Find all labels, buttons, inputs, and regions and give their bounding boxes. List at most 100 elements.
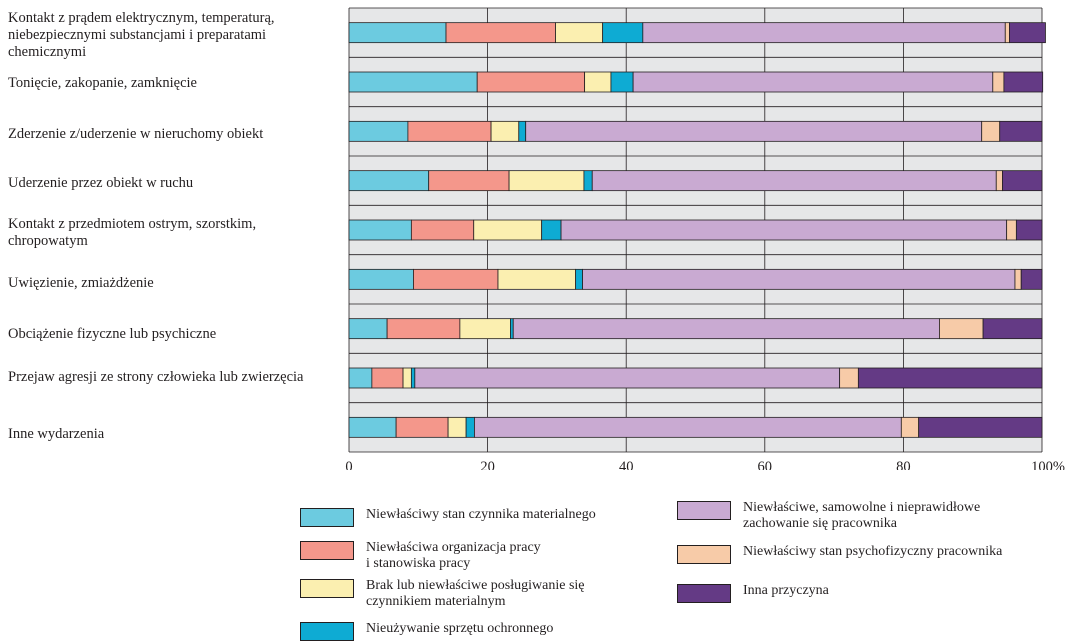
legend-item: Niewłaściwe, samowolne i nieprawidłowe z…: [677, 500, 980, 532]
legend-swatch: [300, 508, 354, 527]
bar-segment: [1006, 219, 1017, 241]
bar-segment: [428, 170, 510, 192]
category-label: Uderzenie przez obiekt w ruchu: [8, 175, 194, 191]
bar-segment: [348, 268, 414, 290]
bar-segment: [1004, 22, 1010, 44]
bar-segment: [395, 416, 449, 438]
bar-segment: [591, 170, 997, 192]
legend-swatch: [677, 501, 731, 520]
bar-segment: [473, 219, 543, 241]
legend-label: Niewłaściwy stan psychofizyczny pracowni…: [743, 544, 1003, 559]
bar-segment: [386, 318, 461, 340]
bar-segment: [512, 318, 940, 340]
legend-swatch: [677, 545, 731, 564]
bar-segment: [490, 120, 520, 142]
x-tick-label: 60: [758, 459, 773, 470]
bar-segment: [348, 318, 388, 340]
bar-segment: [1009, 22, 1046, 44]
bar-segment: [1015, 219, 1043, 241]
bar-segment: [992, 71, 1005, 93]
bar-segment: [575, 268, 583, 290]
bars: [348, 22, 1046, 438]
category-label: Inne wydarzenia: [8, 426, 105, 442]
legend-swatch: [300, 622, 354, 641]
x-tick-label: 100%: [1031, 459, 1065, 470]
legend-item: Brak lub niewłaściwe posługiwanie się cz…: [300, 578, 585, 610]
bar-segment: [465, 416, 475, 438]
bar-segment: [459, 318, 511, 340]
bar-segment: [497, 268, 577, 290]
bar-segment: [602, 22, 644, 44]
x-axis-ticks: 0 20 40 60 80 100%: [345, 459, 1065, 470]
legend-label: Nieużywanie sprzętu ochronnego: [366, 621, 554, 636]
bar-segment: [410, 367, 416, 389]
x-tick-label: 80: [896, 459, 911, 470]
bar-segment: [583, 170, 593, 192]
legend-item: Nieużywanie sprzętu ochronnego: [300, 621, 553, 641]
bar-segment: [610, 71, 634, 93]
legend-label: Niewłaściwa organizacja pracy i stanowis…: [366, 540, 541, 571]
category-label: Uwięzienie, zmiażdżenie: [8, 275, 154, 291]
bar-segment: [582, 268, 1016, 290]
bar-segment: [402, 367, 412, 389]
bar-segment: [407, 120, 492, 142]
bar-segment: [857, 367, 1043, 389]
bar-segment: [900, 416, 920, 438]
bar-segment: [981, 120, 1001, 142]
bar-segment: [348, 22, 447, 44]
x-tick-label: 40: [619, 459, 634, 470]
bar-segment: [348, 120, 409, 142]
category-label: Obciążenie fizyczne lub psychiczne: [8, 326, 217, 342]
legend-label: Niewłaściwe, samowolne i nieprawidłowe z…: [743, 500, 981, 531]
bar-segment: [348, 416, 397, 438]
legend-item: Niewłaściwy stan psychofizyczny pracowni…: [677, 544, 1002, 564]
bar-segment: [999, 120, 1043, 142]
bar-segment: [982, 318, 1043, 340]
legend-swatch: [300, 541, 354, 560]
bar-segment: [584, 71, 612, 93]
bar-segment: [348, 71, 478, 93]
legend-item: Niewłaściwa organizacja pracy i stanowis…: [300, 540, 541, 572]
bar-segment: [413, 268, 499, 290]
bar-segment: [508, 170, 585, 192]
category-label: Przejaw agresji ze strony człowieka lub …: [8, 369, 304, 385]
bar-segment: [632, 71, 994, 93]
bar-segment: [348, 367, 373, 389]
x-tick-label: 0: [345, 459, 352, 470]
category-label: Tonięcie, zakopanie, zamknięcie: [8, 75, 197, 91]
legend-swatch: [300, 579, 354, 598]
bar-segment: [555, 22, 604, 44]
bar-segment: [541, 219, 562, 241]
x-tick-label: 20: [480, 459, 495, 470]
bar-segment: [348, 219, 412, 241]
category-label: Kontakt z prądem elektrycznym, temperatu…: [8, 10, 275, 60]
legend-label: Inna przyczyna: [743, 583, 829, 598]
bar-segment: [1020, 268, 1043, 290]
legend-item: Inna przyczyna: [677, 583, 829, 603]
bar-segment: [1014, 268, 1022, 290]
bar-segment: [371, 367, 404, 389]
bar-segment: [839, 367, 859, 389]
category-label: Zderzenie z/uderzenie w nieruchomy obiek…: [8, 126, 264, 142]
bar-segment: [474, 416, 902, 438]
bar-segment: [410, 219, 475, 241]
bar-segment: [642, 22, 1006, 44]
bar-segment: [447, 416, 467, 438]
legend-swatch: [677, 584, 731, 603]
legend-label: Brak lub niewłaściwe posługiwanie się cz…: [366, 578, 585, 609]
bar-segment: [445, 22, 556, 44]
bar-segment: [1002, 170, 1043, 192]
bar-segment: [510, 318, 514, 340]
bar-segment: [476, 71, 586, 93]
category-label: Kontakt z przedmiotem ostrym, szorstkim,…: [8, 216, 257, 249]
bar-segment: [525, 120, 983, 142]
bar-segment: [414, 367, 841, 389]
stacked-bar-chart: 0 20 40 60 80 100%: [345, 7, 1065, 470]
bar-segment: [939, 318, 984, 340]
bar-segment: [1003, 71, 1044, 93]
bar-segment: [918, 416, 1043, 438]
legend-item: Niewłaściwy stan czynnika materialnego: [300, 507, 596, 527]
bar-segment: [518, 120, 527, 142]
legend-label: Niewłaściwy stan czynnika materialnego: [366, 507, 596, 522]
bar-segment: [560, 219, 1008, 241]
